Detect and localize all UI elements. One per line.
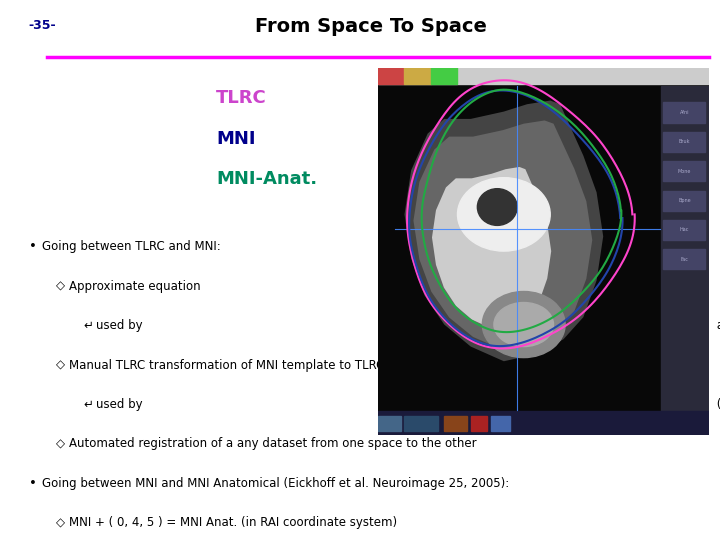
Text: Afni: Afni (680, 110, 689, 115)
Text: Approximate equation: Approximate equation (69, 280, 201, 293)
Ellipse shape (494, 302, 554, 347)
Polygon shape (432, 167, 552, 328)
Text: used by: used by (96, 319, 147, 332)
Bar (431, 68, 457, 84)
Text: whereami: whereami (380, 398, 438, 411)
Bar (444, 416, 467, 431)
Bar (664, 103, 705, 123)
Text: (as precursor to MNI Anat.), based on N27 template: (as precursor to MNI Anat.), based on N2… (714, 398, 720, 411)
Text: Mone: Mone (678, 168, 691, 173)
Ellipse shape (482, 292, 565, 357)
Bar (378, 416, 401, 431)
Text: Bpne: Bpne (678, 198, 690, 203)
Bar (405, 68, 431, 84)
Bar (405, 416, 438, 431)
Text: Fac: Fac (680, 256, 688, 262)
Text: Going between MNI and MNI Anatomical (Eickhoff et al. Neuroimage 25, 2005):: Going between MNI and MNI Anatomical (Ei… (42, 477, 509, 490)
Text: used by: used by (96, 398, 147, 411)
Text: Bruk: Bruk (679, 139, 690, 144)
Bar (378, 68, 709, 84)
Bar (661, 86, 709, 416)
Bar (664, 132, 705, 152)
Ellipse shape (477, 188, 517, 225)
Text: MNI: MNI (216, 130, 256, 147)
Text: Hac: Hac (680, 227, 689, 232)
Text: ↵: ↵ (84, 319, 94, 332)
Text: whereami: whereami (380, 319, 438, 332)
Text: •: • (29, 477, 37, 490)
Text: TLRC: TLRC (216, 89, 266, 107)
Ellipse shape (457, 178, 550, 251)
Text: Manual TLRC transformation of MNI template to TLRC space: Manual TLRC transformation of MNI templa… (69, 359, 423, 372)
Bar (664, 220, 705, 240)
Text: •: • (29, 240, 37, 253)
Polygon shape (413, 120, 593, 350)
Bar (490, 416, 510, 431)
Bar (664, 191, 705, 211)
Text: ◇: ◇ (56, 516, 65, 529)
Text: Going between TLRC and MNI:: Going between TLRC and MNI: (42, 240, 220, 253)
Text: and: and (714, 319, 720, 332)
Bar (471, 416, 487, 431)
Polygon shape (405, 100, 603, 361)
Text: ◇: ◇ (56, 280, 65, 293)
Bar (664, 161, 705, 181)
Bar (664, 249, 705, 269)
Text: Automated registration of a any dataset from one space to the other: Automated registration of a any dataset … (69, 437, 477, 450)
Bar (378, 68, 405, 84)
Text: From Space To Space: From Space To Space (255, 17, 487, 36)
Text: ◇: ◇ (56, 359, 65, 372)
Bar (378, 411, 709, 435)
Text: -35-: -35- (29, 19, 56, 32)
Text: ↵: ↵ (84, 398, 94, 411)
Text: ◇: ◇ (56, 437, 65, 450)
Text: MNI + ( 0, 4, 5 ) = MNI Anat. (in RAI coordinate system): MNI + ( 0, 4, 5 ) = MNI Anat. (in RAI co… (69, 516, 397, 529)
Text: MNI-Anat.: MNI-Anat. (216, 170, 317, 188)
